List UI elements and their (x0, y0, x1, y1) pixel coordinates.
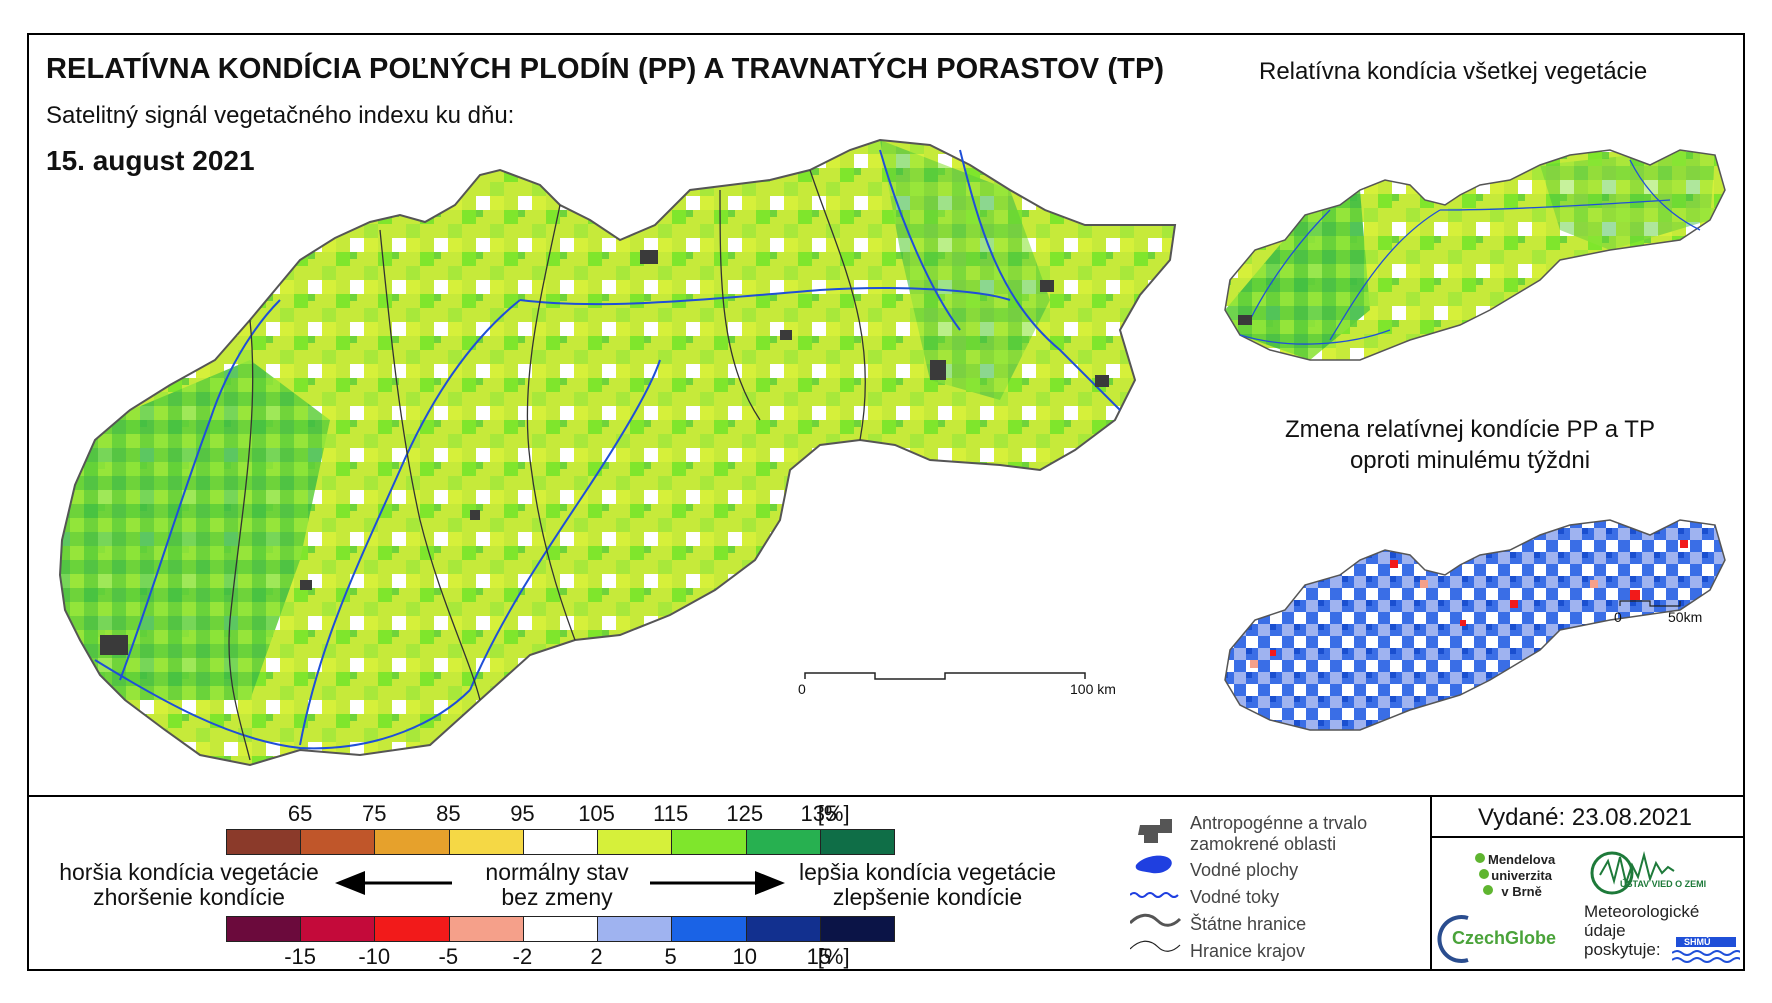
change-tick-label: -2 (512, 944, 533, 969)
water-body-icon (1135, 855, 1172, 874)
meteo-line1: Meteorologické (1584, 902, 1700, 921)
river-icon (1130, 892, 1179, 898)
page-title: RELATÍVNA KONDÍCIA POĽNÝCH PLODÍN (PP) A… (46, 53, 1165, 85)
urban-line2: zamokrené oblasti (1190, 834, 1337, 854)
subtitle: Satelitný signál vegetačného indexu ku d… (46, 102, 515, 129)
change-swatch (671, 917, 746, 941)
condition-swatch (374, 830, 449, 854)
better-line1: lepšia kondícia vegetácie (799, 859, 1056, 885)
normal-line1: normálny stav (485, 859, 629, 885)
condition-color-bar (226, 829, 895, 855)
map-frame (27, 33, 1745, 971)
normal-state-label: normálny stav bez zmeny (462, 860, 652, 910)
condition-swatch (522, 830, 598, 854)
change-tick-label: [%] (817, 944, 850, 969)
change-swatch (300, 917, 375, 941)
change-tick-label: 10 (732, 944, 757, 969)
condition-swatch (300, 830, 375, 854)
institute-logo-text: ÚSTAV VIED O ZEMI (1620, 879, 1707, 889)
change-tick-label: -15 (284, 944, 316, 969)
arrow-right-icon (650, 871, 785, 895)
condition-swatch (227, 830, 301, 854)
change-swatch (522, 917, 598, 941)
issued-date: Vydané: 23.08.2021 (1478, 804, 1692, 831)
scalebar-main-start: 0 (798, 681, 806, 697)
change-tick-label: 5 (664, 944, 677, 969)
issued-divider (1432, 836, 1745, 838)
urban-label: Antropogénne a trvalo zamokrené oblasti (1190, 813, 1367, 855)
czechglobe-logo-icon (1437, 915, 1469, 963)
change-tick-label: -5 (438, 944, 459, 969)
worse-condition-label: horšia kondícia vegetácie zhoršenie kond… (44, 860, 334, 910)
change-swatch (819, 917, 894, 941)
rivers-label: Vodné toky (1190, 887, 1280, 907)
change-swatch (597, 917, 672, 941)
mendel-line2: univerzita (1491, 868, 1552, 883)
urban-area-icon (1138, 819, 1172, 843)
footer-divider (1430, 795, 1432, 971)
change-tick-label: 15 (806, 944, 832, 969)
change-inset-map (1224, 519, 1726, 731)
all-vegetation-title: Relatívna kondícia všetkej vegetácie (1259, 58, 1648, 85)
map-date: 15. august 2021 (46, 145, 255, 176)
meteo-provider-text: Meteorologické údaje poskytuje: (1584, 902, 1699, 959)
state-border-label: Štátne hranice (1190, 914, 1307, 934)
condition-swatch (745, 830, 820, 854)
better-line2: zlepšenie kondície (832, 884, 1023, 910)
condition-tick-label: 115 (653, 801, 689, 826)
scalebar-inset-start: 0 (1614, 609, 1622, 625)
mendel-logo-icon (1475, 853, 1493, 895)
all-vegetation-inset-map (1224, 149, 1726, 361)
shmu-logo-icon (1672, 937, 1740, 963)
worse-line2: zhoršenie kondície (93, 884, 285, 910)
change-tick-label: 2 (590, 944, 603, 969)
mendel-line1: Mendelova (1488, 852, 1556, 867)
region-border-icon (1130, 940, 1181, 952)
condition-swatch (819, 830, 894, 854)
mendel-university-text: Mendelova univerzita v Brně (1488, 852, 1555, 900)
change-swatch (745, 917, 820, 941)
condition-swatch (448, 830, 523, 854)
condition-tick-label: 125 (726, 801, 764, 826)
change-tick-label: -10 (358, 944, 391, 969)
change-swatch (227, 917, 301, 941)
normal-line2: bez zmeny (501, 884, 613, 910)
urban-line1: Antropogénne a trvalo (1190, 813, 1368, 833)
condition-tick-label: [%] (817, 801, 850, 826)
symbols-legend-icons (1130, 819, 1182, 952)
state-border-icon (1130, 913, 1182, 927)
region-border-label: Hranice krajov (1190, 941, 1306, 961)
meteo-line3: poskytuje: (1584, 940, 1661, 959)
condition-tick-label: 135 (800, 801, 838, 826)
shmu-logo-text: SHMÚ (1684, 937, 1711, 947)
arrow-left-icon (335, 871, 452, 895)
better-condition-label: lepšia kondícia vegetácie zlepšenie kond… (780, 860, 1075, 910)
condition-swatch (597, 830, 672, 854)
worse-line1: horšia kondícia vegetácie (59, 859, 319, 885)
condition-tick-label: 75 (361, 801, 387, 826)
institute-logo-icon (1590, 851, 1675, 895)
change-title-line2: oproti minulému týždni (1349, 447, 1591, 474)
change-map-title: Zmena relatívnej kondície PP a TP oproti… (1265, 414, 1675, 476)
legend-arrows (335, 871, 785, 895)
change-swatch (374, 917, 449, 941)
condition-tick-label: 65 (287, 801, 313, 826)
condition-tick-label: 95 (510, 801, 535, 826)
scalebar-main-end: 100 km (1070, 681, 1116, 697)
water-bodies-label: Vodné plochy (1190, 860, 1299, 880)
czechglobe-logo-text: CzechGlobe (1452, 928, 1557, 948)
mendel-line3: v Brně (1501, 884, 1542, 899)
change-swatch (448, 917, 523, 941)
legend-divider (27, 795, 1745, 797)
condition-tick-label: 85 (436, 801, 461, 826)
scalebar-inset-end: 50km (1668, 609, 1703, 625)
change-title-line1: Zmena relatívnej kondície PP a TP (1285, 416, 1655, 443)
meteo-line2: údaje (1584, 921, 1626, 940)
change-color-bar (226, 916, 895, 942)
condition-tick-label: 105 (578, 801, 615, 826)
condition-swatch (671, 830, 746, 854)
